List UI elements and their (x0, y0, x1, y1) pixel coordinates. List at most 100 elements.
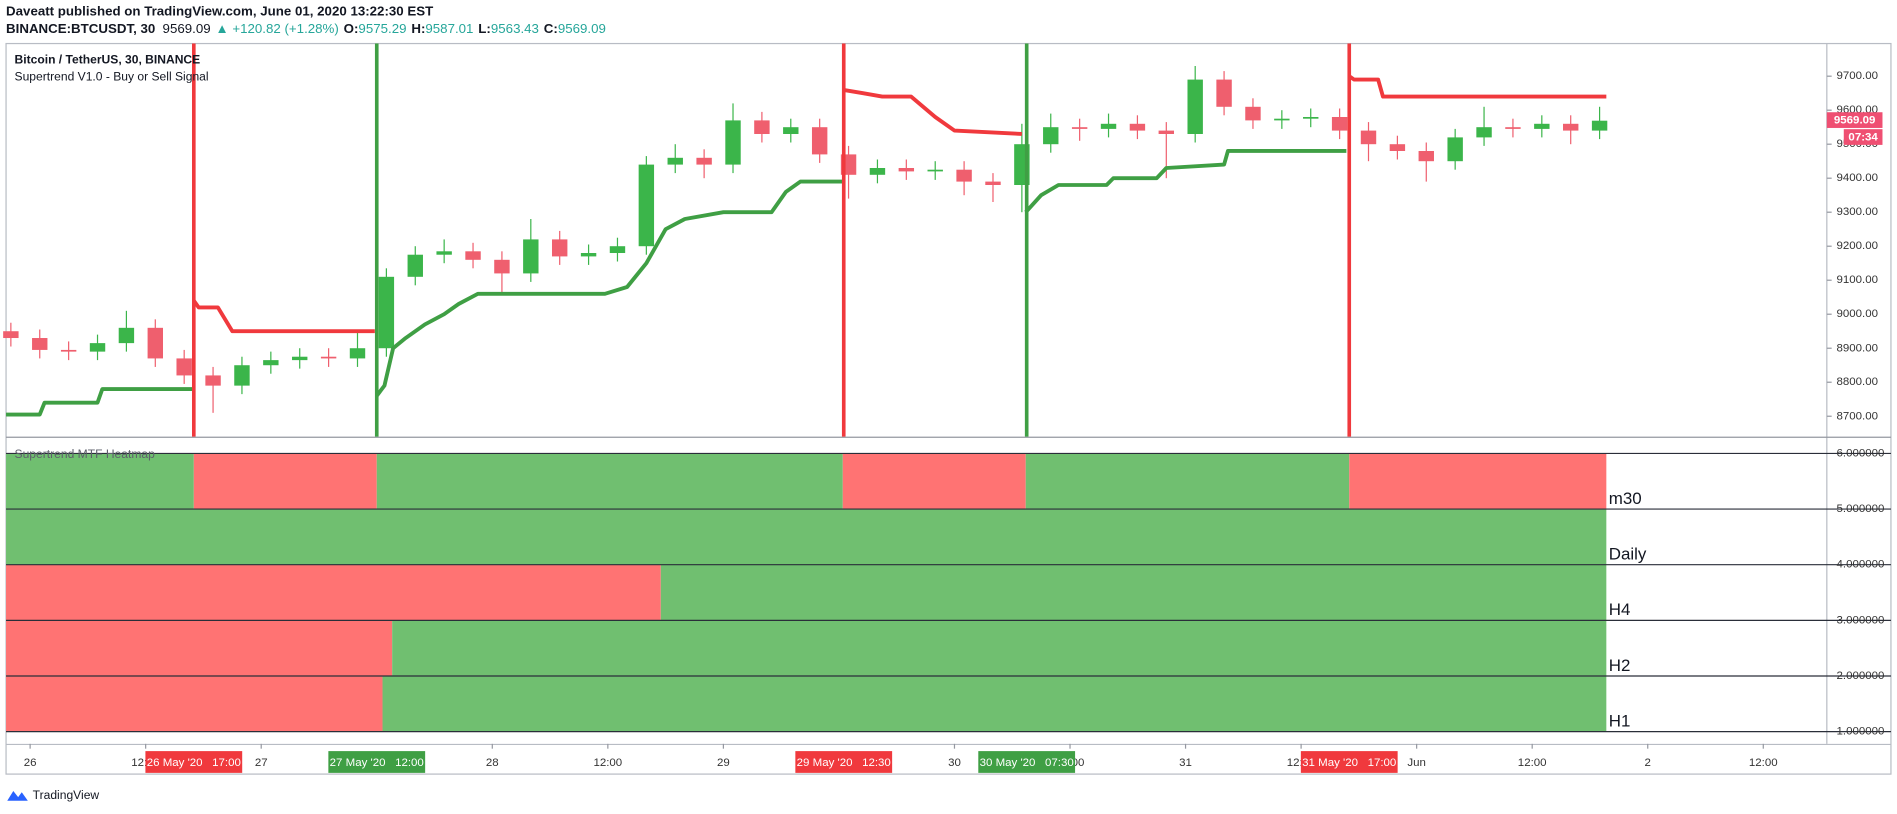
plot-layer: 8700.00 8800.00 8900.00 9000.00 9100.00 9200.… (3, 43, 1891, 773)
signal-time-label: 29 May '20 12:30 (797, 757, 891, 769)
chart-subtitle: Supertrend V1.0 - Buy or Sell Signal (15, 70, 209, 84)
candle-body (1591, 120, 1608, 131)
candle-body (60, 349, 77, 352)
heat-cell (6, 564, 661, 621)
ohlc-value: 9563.43 (491, 21, 539, 36)
ohlc-label: O: (344, 21, 359, 36)
heat-cell (6, 509, 1607, 565)
row-label: H2 (1609, 656, 1631, 675)
candle-body (349, 348, 366, 359)
heat-cell (6, 620, 393, 676)
x-tick-label: 31 (1179, 757, 1192, 769)
candle-body (1447, 137, 1463, 162)
supertrend-line (1348, 74, 1607, 99)
candle-body (580, 253, 597, 257)
candle-body (147, 327, 163, 359)
candle-body (1187, 79, 1203, 134)
candle-body (1043, 127, 1059, 145)
candle-body (1360, 130, 1377, 145)
candle-body (1534, 123, 1550, 129)
candle-body (292, 356, 308, 361)
candle-body (1418, 150, 1434, 162)
candle-body (638, 164, 655, 247)
candle-body (1274, 118, 1290, 121)
heat-cell (1025, 453, 1350, 510)
price: 9569.09 (163, 21, 211, 36)
candle-body (118, 327, 135, 344)
candle-body (811, 127, 828, 155)
candle-body (234, 365, 250, 386)
heat-cell (1349, 453, 1607, 510)
y-tick-label: 9100.00 (1837, 274, 1879, 286)
candle-body (1331, 116, 1348, 131)
x-tick-label: 2 (1645, 757, 1651, 769)
row-label: H1 (1609, 711, 1631, 730)
heat-cell (382, 675, 1607, 732)
candle-body (1563, 123, 1579, 131)
y-tick-label: 8700.00 (1837, 410, 1879, 422)
candle-body (1158, 130, 1175, 134)
candle-body (465, 251, 481, 260)
ohlc-label: C: (544, 21, 558, 36)
change: ▲ +120.82 (+1.28%) (215, 21, 338, 36)
candle-body (869, 167, 886, 175)
candle-body (667, 157, 683, 165)
heatmap-title: Supertrend MTF Heatmap (15, 447, 156, 461)
signal-time-label: 26 May '20 17:00 (147, 757, 241, 769)
candle-body (956, 169, 972, 182)
y-tick-label: 9300.00 (1837, 206, 1879, 218)
candle-body (783, 127, 799, 134)
x-tick-label: 29 (717, 757, 730, 769)
candle-body (985, 181, 1001, 186)
candle-body (754, 120, 770, 134)
y-tick-label: 3.000000 (1837, 614, 1885, 626)
heat-cell (376, 453, 843, 510)
candle-body (927, 169, 943, 172)
signal-time-tag (145, 751, 243, 773)
signal-time-tag (978, 751, 1076, 773)
y-tick-label: 9600.00 (1837, 104, 1879, 116)
y-tick-label: 8800.00 (1837, 376, 1879, 388)
supertrend-line (842, 87, 1022, 136)
brand: TradingView (33, 788, 100, 802)
heat-cell (6, 453, 194, 510)
supertrend-line (6, 387, 194, 417)
candle-body (407, 254, 423, 277)
candle-body (89, 343, 106, 352)
candle-body (1129, 123, 1146, 131)
candle-body (378, 276, 395, 349)
candle-body (696, 157, 712, 165)
last-price-tag (1826, 112, 1883, 128)
y-tick-label: 9700.00 (1837, 70, 1879, 82)
footer-logo: TradingView (7, 788, 99, 802)
frame (5, 42, 1892, 775)
candle-body (1303, 116, 1319, 119)
signal-time-tag (795, 751, 893, 773)
candle-body (551, 239, 568, 257)
heat-cell (6, 675, 383, 732)
y-tick-label: 6.000000 (1837, 447, 1885, 459)
x-tick-label: 26 (24, 757, 37, 769)
symbol: BINANCE:BTCUSDT, 30 (6, 21, 155, 36)
candle-body (320, 356, 337, 359)
y-tick-label: 4.000000 (1837, 559, 1885, 571)
candle-body (32, 338, 48, 350)
candle-body (898, 167, 915, 172)
ohlc-value: 9587.01 (425, 21, 473, 36)
x-tick-label: 27 (255, 757, 268, 769)
x-tick-label: 12:00 (593, 757, 622, 769)
signal-time-tag (1300, 751, 1398, 773)
candle-body (725, 120, 741, 165)
heat-cell (392, 620, 1607, 676)
x-tick-label: 12:00 (1749, 757, 1778, 769)
candle-body (1100, 123, 1117, 129)
y-tick-label: 8900.00 (1837, 342, 1879, 354)
countdown-tag (1843, 129, 1883, 145)
candle-body (436, 251, 452, 255)
x-tick-label: 28 (486, 757, 499, 769)
signal-time-label: 27 May '20 12:00 (330, 757, 424, 769)
candle-body (1071, 127, 1088, 129)
row-label: m30 (1609, 489, 1642, 508)
